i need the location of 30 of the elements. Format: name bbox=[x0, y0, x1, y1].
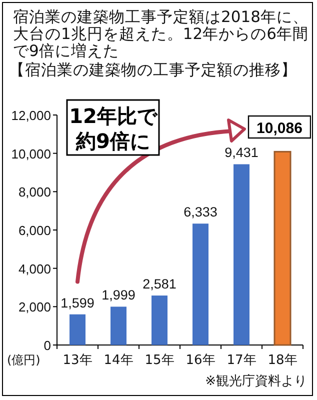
x-tick-label: 13年 bbox=[62, 353, 92, 368]
data-label: 1,599 bbox=[60, 295, 94, 310]
bar bbox=[192, 224, 208, 345]
x-tick-label: 15年 bbox=[144, 353, 174, 368]
x-tick-label: 16年 bbox=[186, 353, 216, 368]
y-tick-label: 6,000 bbox=[18, 223, 51, 238]
y-axis-title: (億円) bbox=[7, 353, 40, 367]
bar bbox=[110, 306, 126, 345]
x-tick-label: 17年 bbox=[226, 353, 256, 368]
x-tick-label: 18年 bbox=[268, 353, 298, 368]
annotation: 12年比で bbox=[69, 104, 158, 128]
data-label: 9,431 bbox=[224, 145, 258, 160]
bar bbox=[70, 314, 86, 345]
bar bbox=[152, 296, 168, 345]
y-tick-label: 12,000 bbox=[11, 108, 51, 123]
chart-subtitle: 【宿泊業の建築物の工事予定額の推移】 bbox=[9, 61, 298, 79]
data-label: 2,581 bbox=[142, 276, 176, 292]
x-tick-label: 14年 bbox=[104, 353, 134, 368]
y-tick-label: 8,000 bbox=[18, 184, 51, 200]
data-label: 6,333 bbox=[184, 204, 218, 220]
y-tick-label: 2,000 bbox=[18, 300, 51, 315]
y-tick-label: 4,000 bbox=[18, 261, 51, 276]
bar bbox=[234, 164, 250, 345]
text: ※観光庁資料より bbox=[205, 373, 307, 389]
y-tick-label: 10,000 bbox=[11, 146, 51, 162]
y-tick-label: 0 bbox=[44, 338, 51, 353]
data-label: 10,086 bbox=[256, 120, 302, 137]
data-label: 1,999 bbox=[102, 288, 136, 303]
chart-title: 宿泊業の建築物工事予定額は2018年に、大台の1兆円を超えた。12年からの6年間で9倍に増えた bbox=[13, 8, 309, 60]
annotation: 約9倍に bbox=[75, 129, 150, 153]
